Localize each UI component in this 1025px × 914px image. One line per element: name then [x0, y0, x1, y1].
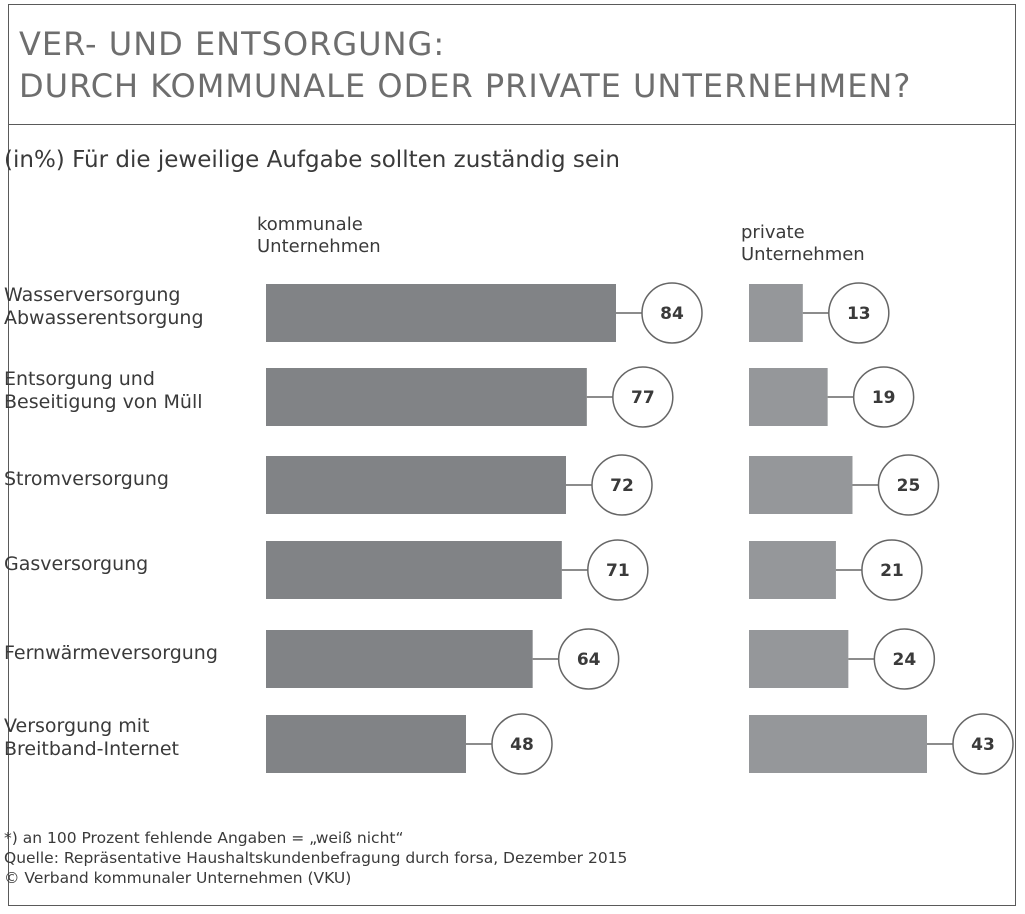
value-circle: [612, 366, 674, 428]
value-circle: [861, 539, 923, 601]
value-circle: [952, 713, 1014, 775]
value-circle: [877, 454, 940, 516]
bar-privat: [749, 284, 803, 342]
category-label: Gasversorgung: [4, 553, 148, 576]
title-divider: [9, 124, 1015, 125]
bar-privat: [749, 541, 836, 599]
category-label: Entsorgung und Beseitigung von Müll: [4, 368, 203, 414]
bar-privat: [749, 456, 853, 514]
bar-kommunal: [266, 541, 562, 599]
value-label-kommunal: 64: [577, 650, 601, 670]
value-label-privat: 24: [893, 650, 917, 670]
chart-title-line-2: DURCH KOMMUNALE ODER PRIVATE UNTERNEHMEN…: [19, 67, 912, 105]
bar-kommunal: [266, 715, 466, 773]
category-label-line: Abwasserentsorgung: [4, 307, 204, 329]
value-circle: [591, 454, 653, 516]
value-label-privat: 19: [872, 388, 896, 408]
column-header-kommunal-line-1: kommunale: [257, 214, 363, 235]
category-label-line: Fernwärmeversorgung: [4, 641, 218, 664]
bar-privat: [749, 715, 927, 773]
bar-kommunal: [266, 284, 616, 342]
category-label-line: Entsorgung und: [4, 368, 155, 390]
category-label-line: Breitband-Internet: [4, 738, 179, 760]
value-circle: [641, 282, 703, 344]
value-label-privat: 13: [847, 304, 871, 324]
value-label-privat: 21: [880, 561, 904, 581]
bar-privat: [749, 630, 849, 688]
value-circle: [587, 539, 649, 601]
column-header-privat-line-1: private: [741, 222, 805, 243]
value-label-kommunal: 72: [610, 476, 634, 496]
column-header-kommunal-line-2: Unternehmen: [257, 236, 381, 257]
category-label-line: Wasserversorgung: [4, 284, 181, 306]
value-label-privat: 43: [971, 735, 995, 755]
value-circle: [852, 366, 915, 428]
value-label-kommunal: 77: [631, 388, 655, 408]
footnote-source: Quelle: Repräsentative Haushaltskundenbe…: [4, 849, 628, 867]
bar-kommunal: [266, 456, 566, 514]
value-circle: [491, 713, 553, 775]
category-label: Fernwärmeversorgung: [4, 642, 218, 665]
value-circle: [828, 282, 890, 344]
category-label-line: Gasversorgung: [4, 552, 149, 575]
footnote-copyright: © Verband kommunaler Unternehmen (VKU): [4, 869, 352, 887]
bar-kommunal: [266, 630, 533, 688]
footnote: *) an 100 Prozent fehlende Angaben = „we…: [4, 828, 627, 888]
category-label: Stromversorgung: [4, 468, 169, 491]
value-label-kommunal: 84: [660, 304, 684, 324]
column-header-privat: private Unternehmen: [741, 222, 865, 266]
value-label-kommunal: 48: [510, 735, 534, 755]
chart-title-line-1: VER- UND ENTSORGUNG:: [19, 25, 446, 63]
value-circle: [557, 628, 620, 690]
value-circle: [873, 628, 936, 690]
footnote-note: *) an 100 Prozent fehlende Angaben = „we…: [4, 829, 404, 847]
category-label-line: Versorgung mit: [4, 715, 150, 737]
category-label-line: Stromversorgung: [4, 467, 169, 490]
column-header-privat-line-2: Unternehmen: [741, 244, 865, 265]
column-header-kommunal: kommunale Unternehmen: [257, 214, 381, 258]
chart-subtitle: (in%) Für die jeweilige Aufgabe sollten …: [4, 147, 620, 173]
bar-kommunal: [266, 368, 587, 426]
bar-privat: [749, 368, 828, 426]
value-label-kommunal: 71: [606, 561, 630, 581]
category-label-line: Beseitigung von Müll: [4, 391, 203, 413]
category-label: Wasserversorgung Abwasserentsorgung: [4, 284, 204, 330]
value-label-privat: 25: [897, 476, 921, 496]
category-label: Versorgung mit Breitband-Internet: [4, 715, 179, 761]
